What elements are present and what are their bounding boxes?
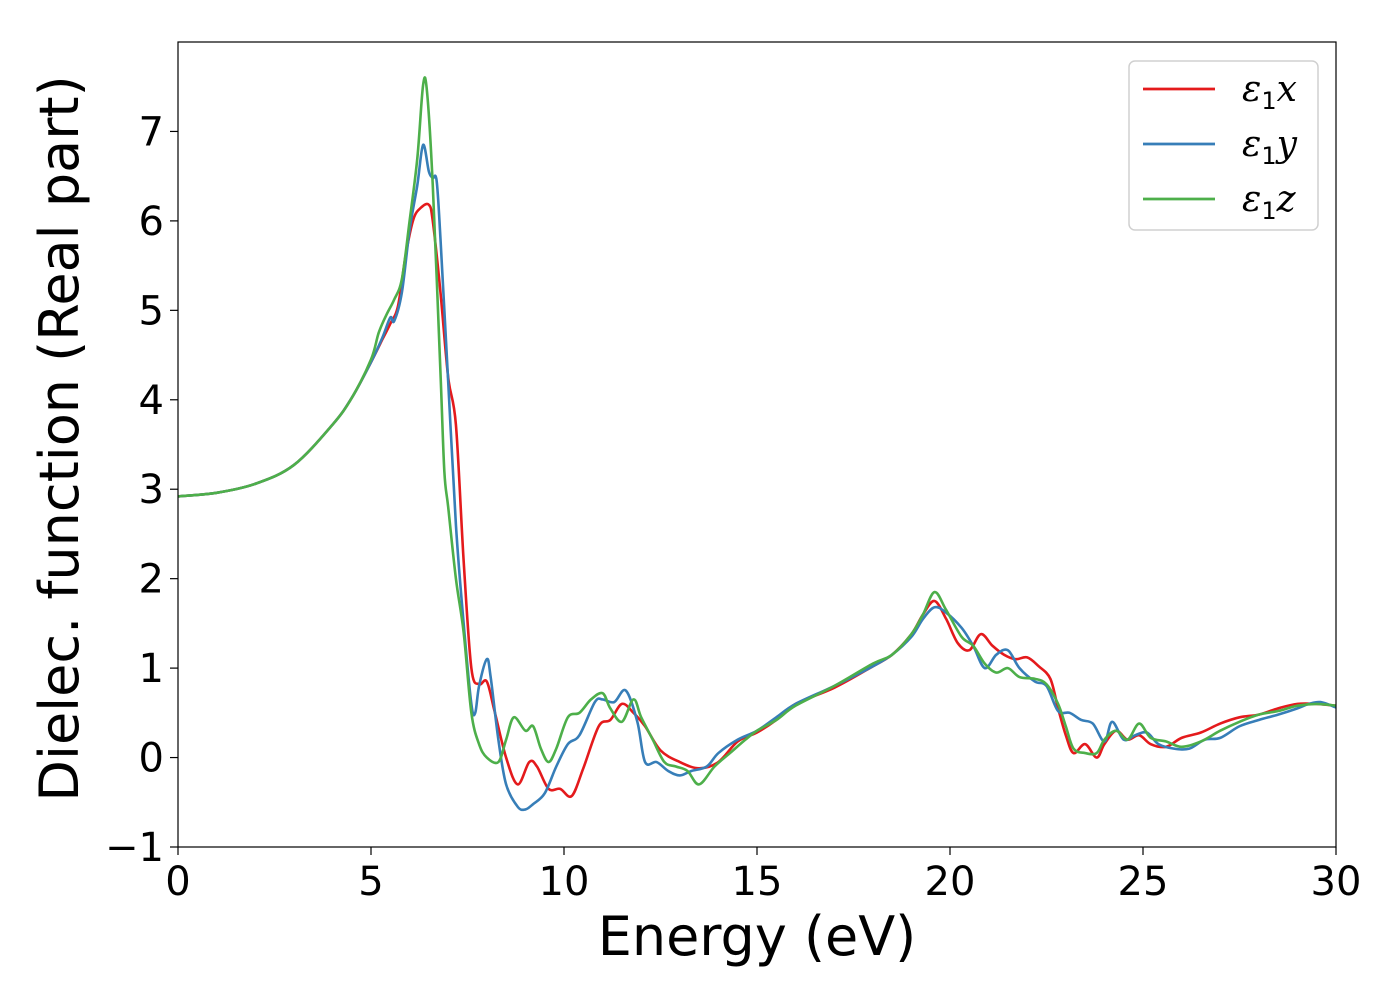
x-tick-label: 10 [539, 859, 590, 905]
series-layer [178, 76, 1336, 812]
y-tick-label: −1 [105, 825, 164, 871]
x-tick-label: 25 [1118, 859, 1169, 905]
x-axis-label: Energy (eV) [598, 905, 917, 968]
y-tick-label: 5 [139, 288, 164, 334]
y-axis-label: Dielec. function (Real part) [28, 75, 91, 801]
series-line-z [178, 76, 1336, 786]
legend-box [1128, 60, 1319, 231]
series-line-x [178, 202, 1336, 799]
legend-label-z: ε1z [1242, 179, 1297, 225]
y-tick-label: 3 [139, 467, 164, 513]
x-tick-label: 20 [925, 859, 976, 905]
x-tick-label: 15 [732, 859, 783, 905]
axes-layer [170, 41, 1337, 855]
x-tick-label: 30 [1311, 859, 1362, 905]
y-tick-label: 4 [139, 378, 164, 424]
legend-label-x: ε1x [1242, 69, 1297, 115]
legend: ε1x ε1y ε1z [1128, 60, 1319, 231]
legend-label-y: ε1y [1242, 124, 1298, 170]
y-tick-label: 7 [139, 109, 164, 155]
y-tick-label: 0 [139, 736, 164, 782]
series-line-y [178, 143, 1336, 812]
y-tick-label: 2 [139, 557, 164, 603]
y-tick-label: 1 [139, 646, 164, 692]
x-tick-label: 0 [165, 859, 190, 905]
y-tick-label: 6 [139, 199, 164, 245]
x-tick-label: 5 [358, 859, 383, 905]
